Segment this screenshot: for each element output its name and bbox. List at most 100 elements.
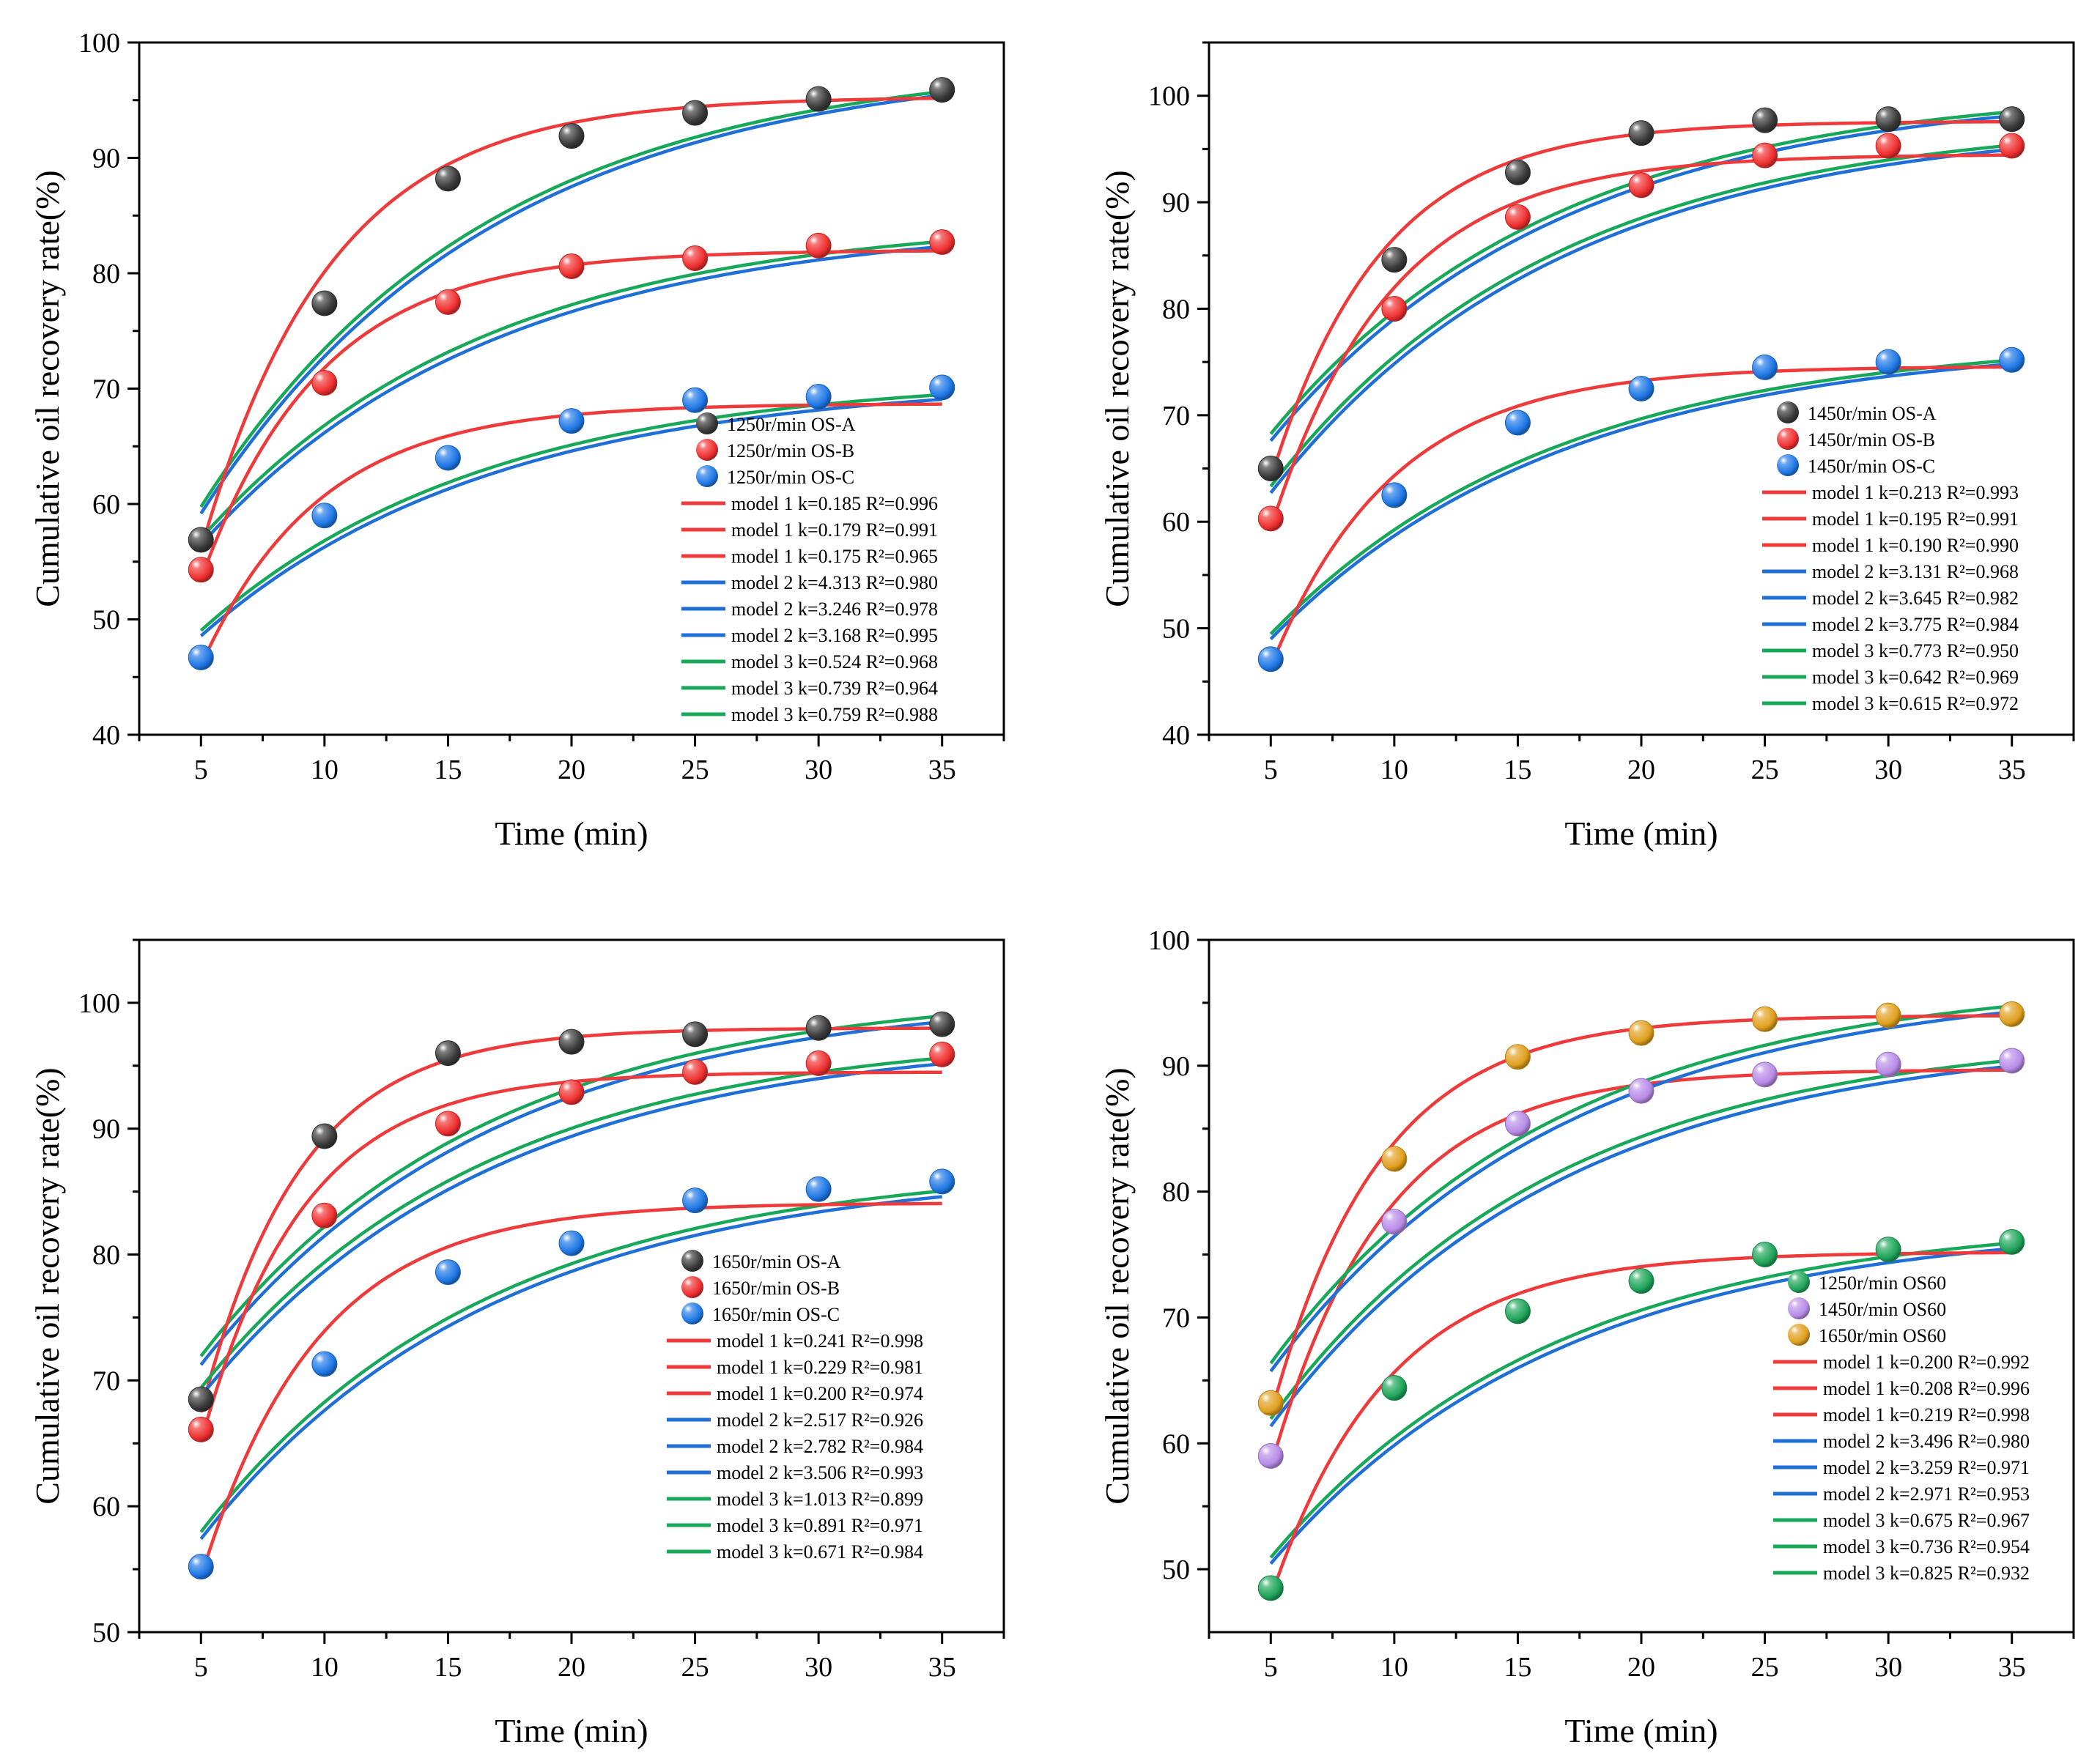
x-tick-label: 25 [681,1652,709,1683]
panel-top-left: 5 10 15 20 25 30 35 40 50 60 70 80 90 100 Time (min) Cu… [29,28,1005,852]
y-tick-label: 40 [1162,720,1190,751]
data-point [1628,120,1655,147]
data-point [1504,1298,1531,1324]
y-tick-label: 80 [1162,1177,1190,1208]
data-point [929,374,955,401]
x-tick-label: 35 [928,755,956,785]
model3-fit-curve [1269,143,2012,488]
x-tick-label: 20 [1627,755,1655,785]
y-tick-label: 100 [78,28,120,59]
legend-model-label: model 3 k=0.759 R²=0.988 [731,704,938,725]
legend-series-label: 1250r/min OS-C [727,467,854,488]
data-point [558,253,585,280]
data-point [188,527,214,553]
legend-series-label: 1250r/min OS-B [727,440,854,462]
x-axis-title: Time (min) [495,815,648,852]
y-tick-label: 100 [1148,925,1190,956]
y-tick-label: 90 [92,144,120,174]
data-point [1504,1111,1531,1137]
y-axis-title: Cumulative oil recovery rate(%) [29,170,66,607]
data-point [311,290,338,316]
y-tick-label: 70 [92,374,120,405]
y-tick-label: 50 [1162,614,1190,645]
model2-fit-curve [1269,362,2012,640]
data-point [1999,346,2025,373]
legend-model-label: model 2 k=2.517 R²=0.926 [717,1409,923,1431]
legend-marker [1777,401,1799,423]
legend-marker [696,412,718,434]
y-tick-label: 60 [92,489,120,520]
legend: 1450r/min OS-A 1450r/min OS-B 1450r/min OS… [1762,401,2019,714]
legend-model-label: model 3 k=0.891 R²=0.971 [717,1515,923,1536]
data-point [1875,1002,1901,1029]
legend-model-label: model 1 k=0.190 R²=0.990 [1812,535,2019,556]
data-point [1257,1390,1284,1416]
legend: 1250r/min OS60 1450r/min OS60 1650r/min OS… [1773,1271,2030,1584]
legend-model-label: model 1 k=0.229 R²=0.981 [717,1357,923,1378]
data-point [1381,1146,1408,1172]
data-point [435,166,461,192]
y-tick-label: 60 [92,1491,120,1522]
model2-fit-curve [199,245,942,546]
x-tick-label: 15 [1504,1652,1531,1683]
y-tick-label: 70 [92,1365,120,1396]
model2-fit-curve [1269,147,2012,494]
x-tick-label: 30 [805,1652,832,1683]
data-point [435,289,461,315]
panel-bottom-left: 5 10 15 20 25 30 35 50 60 70 80 90 100 Time (min) Cumu… [29,938,1005,1749]
x-tick-label: 10 [1380,1652,1408,1683]
data-point [1257,646,1284,672]
data-point [1999,1001,2025,1027]
y-tick-label: 100 [78,988,120,1019]
legend-model-label: model 1 k=0.208 R²=0.996 [1823,1378,2030,1399]
legend-series-label: 1250r/min OS60 [1819,1272,1946,1294]
data-point [1999,1048,2025,1074]
data-point [188,644,214,670]
data-point [188,557,214,583]
legend-series-label: 1250r/min OS-A [727,414,856,435]
y-axis-title: Cumulative oil recovery rate(%) [29,1067,66,1504]
data-point [558,408,585,434]
legend-model-label: model 2 k=3.496 R²=0.980 [1823,1431,2030,1452]
y-tick-label: 100 [1148,81,1190,112]
x-tick-label: 25 [681,755,709,785]
data-point [558,1029,585,1055]
data-point [1628,1020,1655,1046]
legend-model-label: model 2 k=3.246 R²=0.978 [731,598,938,620]
legend-series-label: 1650r/min OS-C [712,1304,840,1325]
x-tick-label: 35 [928,1652,956,1683]
x-tick-label: 25 [1751,755,1779,785]
legend-marker [681,1302,703,1324]
data-point [1752,142,1778,168]
data-point [1381,295,1408,322]
data-point [929,1041,955,1067]
data-point [929,1168,955,1195]
data-point [188,1554,214,1580]
legend-model-label: model 3 k=0.671 R²=0.984 [717,1541,923,1563]
legend-model-label: model 1 k=0.195 R²=0.991 [1812,508,2019,530]
legend-marker [696,439,718,461]
y-tick-label: 80 [1162,294,1190,325]
data-point [805,232,832,259]
legend-model-label: model 3 k=0.642 R²=0.969 [1812,667,2019,688]
data-point [1752,1061,1778,1088]
model2-fit-curve [199,1061,942,1398]
data-point [1504,204,1531,230]
y-tick-label: 60 [1162,507,1190,538]
y-axis-title: Cumulative oil recovery rate(%) [1098,1067,1136,1504]
legend-model-label: model 3 k=0.615 R²=0.972 [1812,693,2019,714]
data-point [1875,349,1901,375]
data-point [1381,482,1408,508]
y-tick-label: 90 [1162,188,1190,218]
data-point [1752,1006,1778,1032]
data-point [435,445,461,471]
data-point [1628,376,1655,401]
data-point [1504,410,1531,436]
y-axis-title: Cumulative oil recovery rate(%) [1098,170,1136,607]
x-tick-label: 35 [1998,755,2026,785]
data-point [311,1351,338,1377]
data-point [558,1079,585,1105]
legend-series-label: 1450r/min OS-C [1808,456,1935,477]
x-tick-label: 20 [1627,1652,1655,1683]
